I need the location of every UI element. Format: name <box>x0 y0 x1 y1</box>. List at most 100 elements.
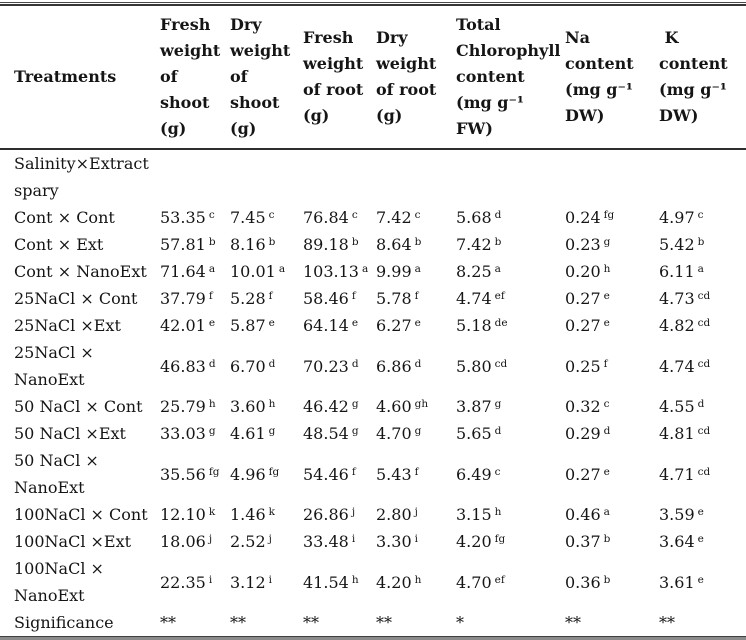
cell-value: 0.29 <box>565 424 601 443</box>
row-label: Significance <box>14 613 114 632</box>
cell-value: 4.20 <box>376 572 412 592</box>
significance-letter: b <box>603 573 611 586</box>
significance-letter: h <box>603 263 611 275</box>
cell-value: 7.45 <box>230 208 266 227</box>
row-label: 25NaCl × Cont <box>14 289 138 308</box>
table-row: 25NaCl × NanoExt 46.83 d 6.70 d 70.23 d 6.86 d 5.… <box>0 339 746 393</box>
significance-letter: e <box>351 317 359 329</box>
value-cell: 1.46 k <box>230 501 303 528</box>
significance-letter: g <box>268 425 276 437</box>
significance-letter: f <box>414 290 419 302</box>
significance-letter: cd <box>697 465 711 478</box>
value-cell: 0.32 c <box>565 393 659 420</box>
cell-value: 25.79 <box>160 397 206 416</box>
value-cell: 8.64 b <box>376 231 456 258</box>
cell-value: 53.35 <box>160 208 206 227</box>
significance-letter: a <box>697 263 704 275</box>
cell-value: 4.73 <box>659 289 695 308</box>
cell-value: 0.36 <box>565 572 601 592</box>
significance-letter: e <box>697 506 704 518</box>
value-cell: 4.70 g <box>376 420 456 447</box>
value-cell: * <box>456 609 565 636</box>
cell-value: 4.81 <box>659 424 695 443</box>
value-cell <box>376 149 456 204</box>
cell-value: 46.42 <box>303 397 349 416</box>
value-cell: 0.36 b <box>565 555 659 609</box>
row-label: Cont × Ext <box>14 235 104 254</box>
value-cell: 3.59 e <box>659 501 746 528</box>
value-cell: 41.54 h <box>303 555 376 609</box>
significance-letter: h <box>268 398 276 410</box>
significance-letter: e <box>208 317 216 329</box>
value-cell: 4.60 gh <box>376 393 456 420</box>
value-cell: 3.60 h <box>230 393 303 420</box>
cell-value: 48.54 <box>303 424 349 443</box>
cell-value: 4.97 <box>659 208 695 227</box>
cell-value: 4.70 <box>376 424 412 443</box>
value-cell: 5.28 f <box>230 285 303 312</box>
column-header-dry-weight-shoot: Dry weight of shoot (g) <box>230 6 303 150</box>
cell-value: 71.64 <box>160 262 206 281</box>
value-cell: 9.99 a <box>376 258 456 285</box>
table-row: 50 NaCl ×Ext 33.03 g 4.61 g 48.54 g 4.70 g 5.65 d 0… <box>0 420 746 447</box>
column-header-fresh-weight-shoot: Fresh weight of shoot (g) <box>160 6 230 150</box>
cell-value: 5.68 <box>456 208 492 227</box>
cell-value: ** <box>565 613 581 632</box>
value-cell: 103.13 a <box>303 258 376 285</box>
value-cell: 35.56 fg <box>160 447 230 501</box>
column-header-na-content: Na content (mg g⁻¹ DW) <box>565 6 659 150</box>
significance-letter: a <box>603 506 610 518</box>
significance-letter: e <box>603 465 610 478</box>
significance-letter: e <box>603 290 610 302</box>
value-cell: 4.96 fg <box>230 447 303 501</box>
cell-value: 26.86 <box>303 505 349 524</box>
significance-letter: gh <box>414 398 429 410</box>
table-row: 25NaCl ×Ext 42.01 e 5.87 e 64.14 e 6.27 e 5.18 de 0… <box>0 312 746 339</box>
value-cell: ** <box>376 609 456 636</box>
value-cell: 4.70 ef <box>456 555 565 609</box>
significance-letter: j <box>208 533 213 545</box>
cell-value: 3.64 <box>659 532 695 551</box>
table-row: 50 NaCl × NanoExt 35.56 fg 4.96 fg 54.46 f 5.43… <box>0 447 746 501</box>
table-top-rule <box>0 2 746 6</box>
cell-value: 4.20 <box>456 532 492 551</box>
significance-letter: k <box>208 506 216 518</box>
cell-value: 4.82 <box>659 316 695 335</box>
cell-value: 7.42 <box>456 235 492 254</box>
cell-value: 4.70 <box>456 572 492 592</box>
value-cell: 48.54 g <box>303 420 376 447</box>
value-cell: 4.20 fg <box>456 528 565 555</box>
significance-letter: f <box>268 290 273 302</box>
value-cell <box>303 149 376 204</box>
cell-value: * <box>456 613 464 632</box>
value-cell: 8.25 a <box>456 258 565 285</box>
cell-value: 5.28 <box>230 289 266 308</box>
cell-value: 4.74 <box>456 289 492 308</box>
significance-letter: g <box>414 425 422 437</box>
cell-value: 76.84 <box>303 208 349 227</box>
significance-letter: b <box>494 236 502 248</box>
value-cell <box>565 149 659 204</box>
cell-value: 4.96 <box>230 464 266 484</box>
value-cell: 58.46 f <box>303 285 376 312</box>
value-cell: 0.24 fg <box>565 204 659 231</box>
value-cell: 57.81 b <box>160 231 230 258</box>
significance-letter: cd <box>494 357 508 370</box>
cell-value: 0.23 <box>565 235 601 254</box>
value-cell: ** <box>565 609 659 636</box>
cell-value: 64.14 <box>303 316 349 335</box>
cell-value: 0.27 <box>565 316 601 335</box>
cell-value: 41.54 <box>303 572 349 592</box>
significance-letter: fg <box>268 465 280 478</box>
value-cell: 0.20 h <box>565 258 659 285</box>
cell-value: 37.79 <box>160 289 206 308</box>
value-cell: 4.97 c <box>659 204 746 231</box>
cell-value: 3.12 <box>230 572 266 592</box>
cell-value: 3.59 <box>659 505 695 524</box>
value-cell: 5.68 d <box>456 204 565 231</box>
value-cell: 4.55 d <box>659 393 746 420</box>
significance-letter: d <box>494 209 502 221</box>
significance-row: Significance ** ** ** ** * ** ** <box>0 609 746 636</box>
significance-letter: a <box>278 263 286 275</box>
value-cell: 54.46 f <box>303 447 376 501</box>
